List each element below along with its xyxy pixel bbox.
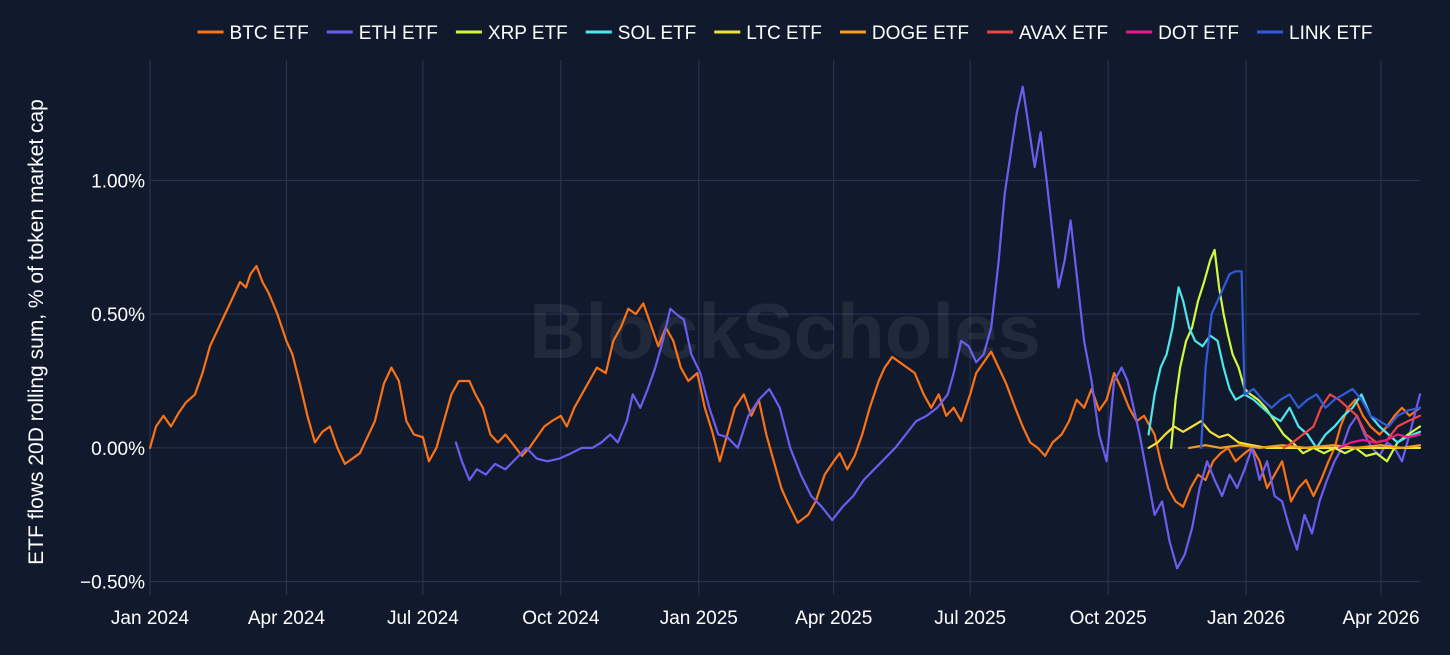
y-tick-label: 0.50% [91, 305, 145, 326]
legend-label: LTC ETF [746, 23, 822, 44]
y-tick-label: 0.00% [91, 439, 145, 460]
legend-item-xrp-etf[interactable]: XRP ETF [455, 23, 568, 44]
legend-item-btc-etf[interactable]: BTC ETF [197, 23, 309, 44]
x-tick-label: Apr 2024 [248, 608, 326, 629]
series-lines [148, 85, 1422, 570]
series-line-eth-etf [454, 85, 1422, 570]
legend-label: ETH ETF [359, 23, 438, 44]
series-line-xrp-etf [1170, 248, 1422, 463]
x-tick-label: Jan 2026 [1207, 608, 1285, 629]
legend[interactable]: BTC ETF ETH ETF XRP ETF SOL ETF LTC ETF DOGE … [197, 23, 1373, 44]
y-tick-label: −0.50% [80, 573, 145, 594]
legend-label: BTC ETF [230, 23, 309, 44]
y-axis-title: ETF flows 20D rolling sum, % of token ma… [25, 99, 48, 565]
x-tick-label: Jan 2024 [111, 608, 190, 629]
watermark: BlockScholes [529, 287, 1041, 375]
series-line-doge-etf [1188, 444, 1422, 449]
y-tick-label: 1.00% [91, 171, 145, 192]
x-tick-label: Oct 2025 [1070, 608, 1147, 629]
legend-item-eth-etf[interactable]: ETH ETF [326, 23, 438, 44]
series-line-ltc-etf [1147, 420, 1422, 449]
series-line-sol-etf [1147, 286, 1422, 449]
x-tick-label: Apr 2026 [1342, 608, 1419, 629]
legend-item-dot-etf[interactable]: DOT ETF [1126, 23, 1239, 44]
x-tick-label: Jul 2025 [934, 608, 1006, 629]
x-tick-label: Jul 2024 [387, 608, 459, 629]
legend-label: AVAX ETF [1019, 23, 1108, 44]
legend-item-ltc-etf[interactable]: LTC ETF [714, 23, 822, 44]
series-line-btc-etf [148, 264, 1422, 524]
x-tick-label: Apr 2025 [795, 608, 872, 629]
legend-item-avax-etf[interactable]: AVAX ETF [987, 23, 1108, 44]
x-tick-label: Jan 2025 [660, 608, 738, 629]
legend-label: SOL ETF [618, 23, 696, 44]
legend-label: DOGE ETF [872, 23, 969, 44]
x-tick-label: Oct 2024 [522, 608, 600, 629]
series-line-dot-etf [1337, 433, 1422, 449]
legend-item-link-etf[interactable]: LINK ETF [1257, 23, 1372, 44]
y-axis: 1.00% 0.50% 0.00% −0.50% [80, 171, 145, 593]
legend-item-doge-etf[interactable]: DOGE ETF [839, 23, 969, 44]
x-axis: Jan 2024 Apr 2024 Jul 2024 Oct 2024 Jan 2025… [111, 608, 1420, 629]
legend-label: DOT ETF [1158, 23, 1239, 44]
legend-label: LINK ETF [1289, 23, 1372, 44]
series-line-avax-etf [1282, 393, 1422, 449]
series-line-link-etf [1200, 270, 1422, 449]
legend-item-sol-etf[interactable]: SOL ETF [585, 23, 696, 44]
legend-label: XRP ETF [488, 23, 568, 44]
